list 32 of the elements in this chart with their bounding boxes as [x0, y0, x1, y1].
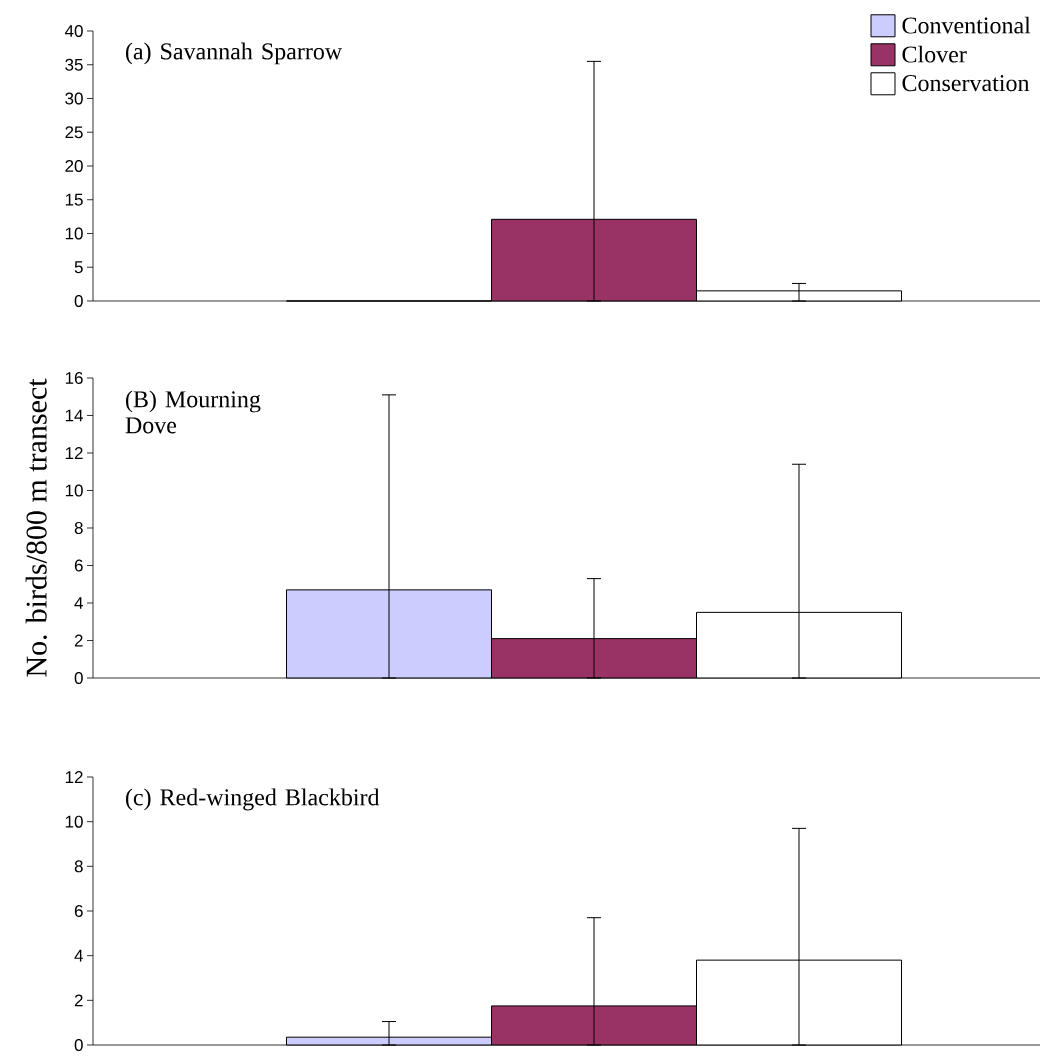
y-tick-label: 10: [65, 227, 83, 240]
y-tick-label: 10: [65, 815, 83, 828]
y-tick-label: 6: [74, 559, 83, 572]
chart-title: (a) Savannah Sparrow: [125, 42, 343, 65]
y-tick-label: 40: [64, 24, 83, 38]
y-tick-label: 10: [65, 484, 83, 497]
y-tick-label: 2: [74, 634, 83, 647]
y-tick-label: 12: [65, 447, 83, 459]
y-tick-label: 0: [74, 1038, 83, 1052]
y-tick-label: 6: [74, 904, 83, 918]
y-tick-label: 12: [65, 771, 83, 783]
y-tick-label: 16: [65, 371, 83, 385]
y-tick-label: 30: [65, 92, 83, 105]
text: (B) Mourning Dove: [125, 390, 261, 434]
y-tick-label: 8: [74, 860, 83, 873]
y-tick-label: 5: [74, 261, 83, 274]
y-axis-title: No. birds/800 m transect: [25, 378, 47, 677]
y-tick-label: 25: [65, 126, 83, 139]
y-tick-label: 2: [74, 994, 83, 1007]
y-tick-label: 20: [65, 159, 83, 173]
y-tick-label: 0: [74, 671, 83, 685]
y-tick-label: 0: [74, 294, 83, 308]
y-tick-label: 8: [74, 521, 83, 535]
legend-label: Conventional: [902, 16, 1031, 34]
y-tick-label: 4: [74, 597, 83, 609]
legend-label: Conservation: [902, 75, 1030, 92]
legend-label: Clover: [902, 45, 967, 63]
y-tick-label: 35: [65, 58, 83, 71]
y-tick-label: 4: [74, 949, 83, 962]
y-tick-label: 15: [65, 193, 83, 206]
y-tick-label: 14: [65, 409, 83, 422]
chart-title: (c) Red-winged Blackbird: [125, 788, 380, 811]
